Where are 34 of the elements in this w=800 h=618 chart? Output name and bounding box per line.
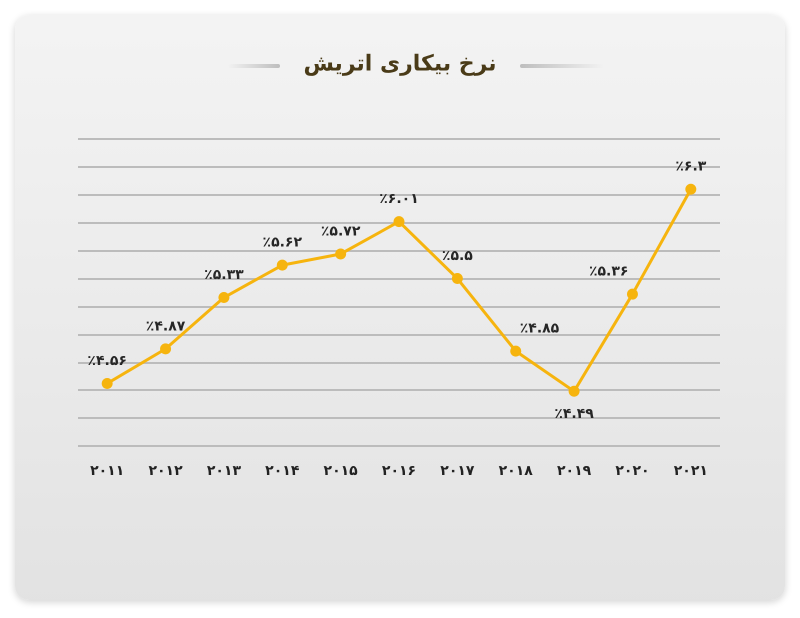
point: [160, 343, 172, 354]
data-label: ٪۴.۴۹: [554, 406, 594, 422]
data-label: ٪۴.۵۶: [87, 352, 127, 369]
point: [568, 386, 580, 397]
x-tick-label: ۲۰۱۹: [556, 463, 592, 479]
data-label: ٪۵.۷۲: [320, 223, 361, 240]
chart-title: نرخ بیکاری اتریش: [303, 52, 497, 76]
data-label: ٪۴.۸۵: [520, 320, 560, 337]
x-tick-label: ۲۰۱۸: [498, 463, 534, 479]
data-label: ٪۵.۳۶: [588, 264, 628, 280]
data-label: ٪۵.۶۲: [262, 234, 302, 251]
data-label: ٪۶.۳: [675, 158, 707, 175]
point: [394, 216, 404, 228]
point: [626, 288, 638, 300]
data-label: ٪۵.۳۳: [204, 267, 244, 284]
x-tick-label: ۲۰۱۲: [148, 463, 184, 479]
x-tick-label: ۲۰۲۰: [615, 463, 650, 479]
data-label: ٪۴.۸۷: [146, 318, 186, 334]
data-label: ٪۶.۰۱: [379, 191, 419, 208]
point: [218, 292, 230, 304]
point: [335, 248, 346, 260]
x-tick-label: ۲۰۱۳: [206, 463, 242, 479]
point: [276, 260, 288, 271]
point: [685, 184, 696, 195]
data-label: ٪۵.۵: [442, 248, 474, 264]
x-tick-label: ۲۰۱۱: [90, 463, 124, 479]
point: [452, 273, 463, 284]
x-tick-label: ۲۰۲۱: [674, 463, 708, 479]
x-tick-label: ۲۰۱۵: [324, 463, 358, 479]
x-tick-label: ۲۰۱۶: [382, 463, 416, 479]
point: [510, 346, 522, 357]
x-tick-label: ۲۰۱۴: [265, 463, 300, 479]
point: [102, 378, 113, 389]
x-tick-label: ۲۰۱۷: [440, 463, 475, 479]
